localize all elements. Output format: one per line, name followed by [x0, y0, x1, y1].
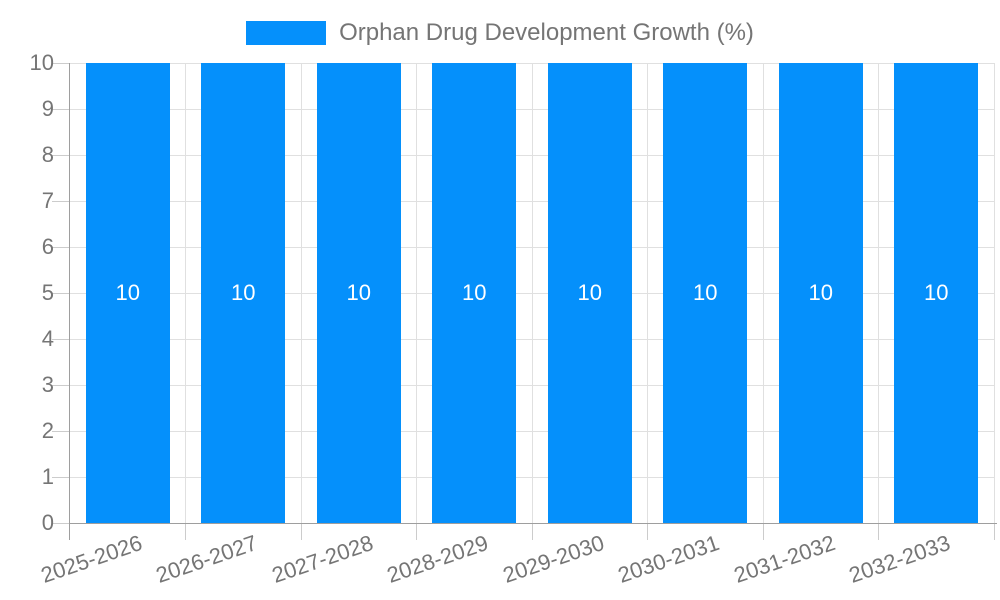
y-tick-label: 1: [41, 464, 54, 489]
y-tick: [52, 108, 70, 110]
x-tick: [531, 523, 533, 540]
y-axis-line: [69, 63, 70, 540]
bar[interactable]: [316, 63, 401, 523]
x-axis-label: 2029-2030: [499, 530, 607, 588]
bar-value-label: 10: [924, 280, 949, 305]
bar[interactable]: [663, 63, 748, 523]
y-tick: [52, 430, 70, 432]
x-axis-label: 2026-2027: [152, 530, 261, 588]
x-axis-label: 2032-2033: [845, 530, 954, 588]
y-tick: [52, 476, 70, 478]
bar-value-label: 10: [577, 280, 602, 305]
x-tick: [993, 523, 995, 540]
x-axis-line: [69, 522, 997, 524]
y-tick-label: 8: [41, 142, 54, 167]
bar[interactable]: [201, 63, 286, 523]
bar-value-label: 10: [346, 280, 371, 305]
y-tick: [52, 292, 70, 294]
y-tick: [52, 384, 70, 386]
y-tick: [52, 338, 70, 340]
bar[interactable]: [894, 63, 979, 523]
y-tick-label: 0: [41, 510, 54, 535]
y-tick-label: 3: [41, 372, 54, 397]
gridline-x: [185, 63, 186, 523]
y-tick-label: 9: [41, 96, 54, 121]
y-tick: [52, 62, 70, 64]
y-tick-label: 4: [41, 326, 54, 351]
gridline-x: [531, 63, 533, 523]
x-tick: [300, 523, 302, 540]
bar[interactable]: [85, 63, 170, 523]
x-axis-label: 2031-2032: [730, 530, 838, 588]
y-tick-label: 7: [41, 188, 54, 213]
x-axis-label: 2025-2026: [37, 530, 145, 588]
gridline-x: [416, 63, 417, 523]
gridline-x: [993, 63, 995, 523]
legend[interactable]: Orphan Drug Development Growth (%): [0, 17, 1000, 49]
y-tick-label: 5: [41, 280, 54, 305]
y-tick-label: 10: [29, 50, 54, 75]
bar-value-label: 10: [231, 280, 256, 305]
bar[interactable]: [778, 63, 863, 523]
bar[interactable]: [547, 63, 632, 523]
y-tick: [52, 200, 70, 202]
x-axis-label: 2028-2029: [383, 530, 492, 588]
x-tick: [878, 523, 879, 540]
y-tick-label: 2: [41, 418, 54, 443]
x-tick: [416, 523, 417, 540]
gridline-x: [878, 63, 879, 523]
x-axis-label: 2027-2028: [268, 530, 376, 588]
bar-value-label: 10: [462, 280, 487, 305]
bar-value-label: 10: [693, 280, 718, 305]
y-tick: [52, 154, 70, 156]
legend-swatch: [246, 21, 327, 45]
x-tick: [762, 523, 764, 540]
gridline-x: [762, 63, 764, 523]
y-tick: [52, 522, 70, 524]
x-tick: [647, 523, 648, 540]
y-tick: [52, 246, 70, 248]
x-tick: [185, 523, 186, 540]
bar-value-label: 10: [115, 280, 140, 305]
bar-value-label: 10: [808, 280, 833, 305]
legend-label: Orphan Drug Development Growth (%): [339, 19, 754, 46]
gridline-x: [300, 63, 302, 523]
y-tick-label: 6: [41, 234, 54, 259]
bar[interactable]: [432, 63, 517, 523]
x-axis-label: 2030-2031: [614, 530, 723, 588]
gridline-x: [647, 63, 648, 523]
